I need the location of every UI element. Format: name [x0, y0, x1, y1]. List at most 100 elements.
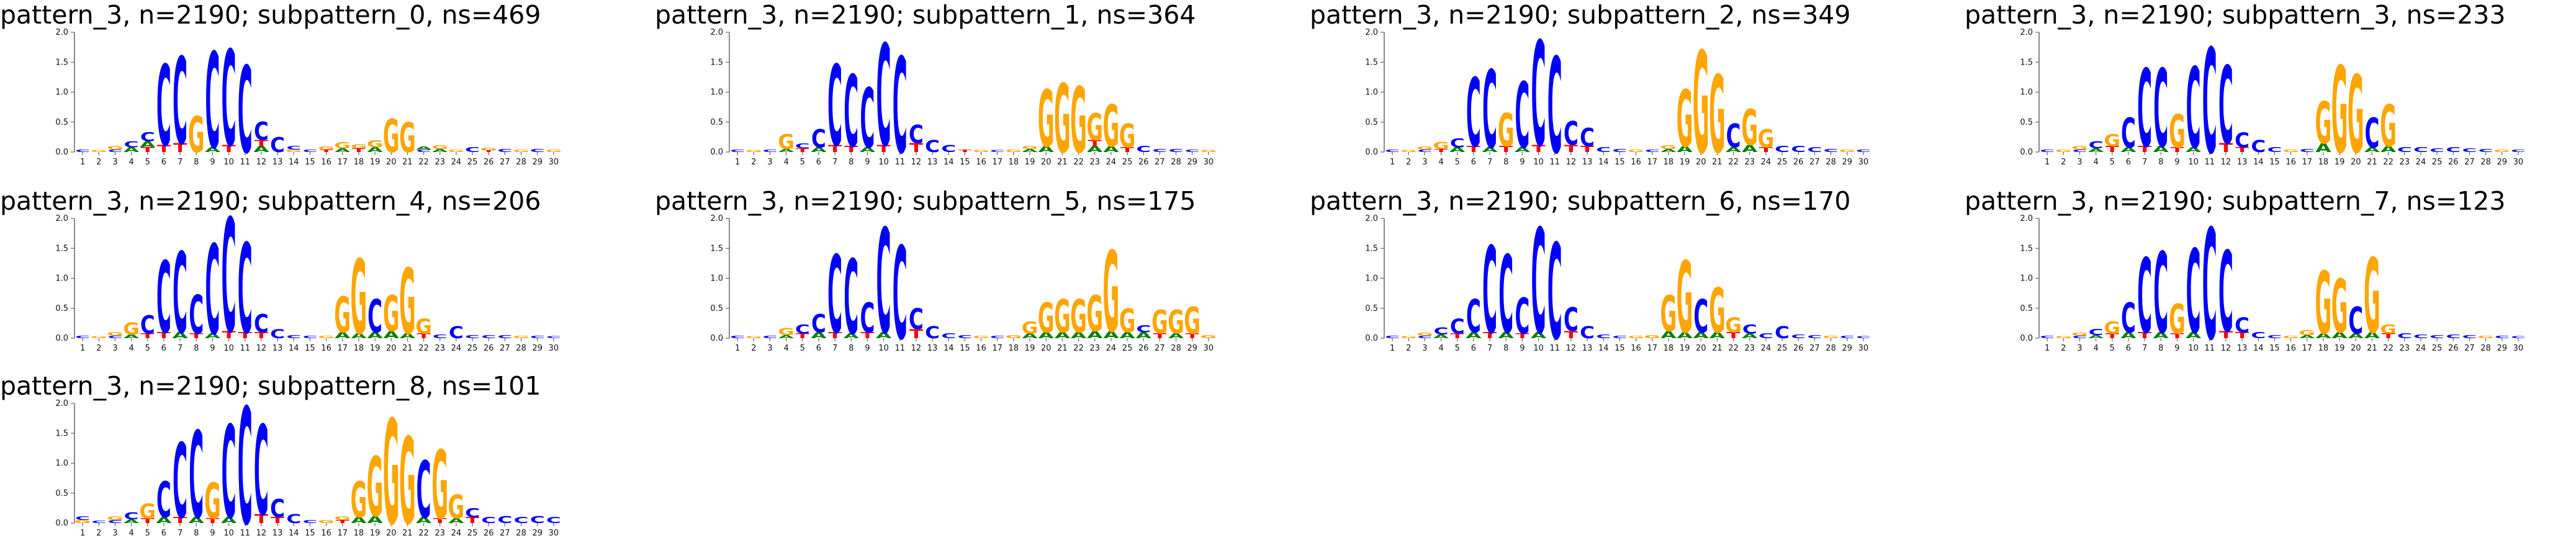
x-tick-label: 9 [2174, 344, 2179, 353]
logo-letter-C: C [1856, 149, 1871, 153]
logo-letter-C: C [530, 335, 545, 339]
x-tick-label: 10 [1533, 158, 1544, 167]
logo-letter-G: G [91, 150, 107, 153]
x-tick-label: 22 [418, 529, 429, 538]
x-tick-label: 21 [402, 158, 413, 167]
logo-letter-A: A [1433, 334, 1449, 339]
logo-letter-A: A [2348, 332, 2364, 339]
y-tick-label: 1.5 [55, 429, 68, 438]
x-tick-label: 20 [1041, 344, 1052, 353]
x-tick-label: 28 [1171, 344, 1181, 353]
x-tick-label: 13 [927, 158, 938, 167]
x-tick-label: 30 [1204, 158, 1214, 167]
logo-letter-C: C [1791, 334, 1806, 339]
logo-letter-T: T [2381, 332, 2395, 339]
x-tick-label: 13 [272, 344, 283, 353]
logo-letter-A: A [876, 331, 892, 340]
logo-letter-A: A [1449, 146, 1466, 153]
logo-panel: pattern_3, n=2190; subpattern_2, ns=349 0… [1310, 0, 1955, 185]
logo-letter-C: C [2137, 238, 2152, 357]
x-tick-label: 14 [943, 344, 954, 353]
logo-letter-C: C [1791, 145, 1806, 154]
logo-letter-C: C [811, 124, 826, 153]
logo-letter-G: G [2493, 149, 2510, 153]
logo-letter-G: G [334, 516, 351, 521]
x-tick-label: 5 [145, 158, 150, 167]
logo-letter-G: G [480, 147, 497, 151]
logo-letter-C: C [2040, 335, 2055, 339]
x-tick-label: 4 [783, 344, 788, 353]
logo-letter-A: A [1038, 331, 1055, 340]
logo-letter-G: G [1628, 335, 1644, 339]
x-tick-label: 29 [1187, 344, 1197, 353]
logo-letter-T: T [433, 517, 448, 524]
logo-letter-C: C [286, 334, 301, 339]
logo-letter-G: G [448, 488, 465, 526]
logo-panel: pattern_3, n=2190; subpattern_4, ns=206 0… [0, 186, 646, 369]
y-tick-label: 2.0 [710, 28, 723, 37]
logo-panel: pattern_3, n=2190; subpattern_6, ns=170 0… [1310, 186, 1955, 369]
x-tick-label: 3 [767, 344, 772, 353]
x-tick-label: 14 [943, 158, 954, 167]
logo-letter-G: G [2477, 335, 2494, 339]
x-tick-label: 24 [1106, 344, 1117, 353]
x-tick-label: 25 [1777, 158, 1788, 167]
logo-letter-A: A [2315, 141, 2331, 155]
x-tick-label: 25 [2432, 344, 2443, 353]
x-tick-label: 6 [1471, 158, 1476, 167]
x-tick-label: 17 [992, 158, 1002, 167]
x-tick-label: 27 [2464, 158, 2475, 167]
logo-letter-C: C [173, 33, 187, 171]
x-tick-label: 22 [2383, 158, 2394, 167]
logo-letter-C: C [957, 334, 972, 339]
logo-letter-A: A [253, 145, 269, 154]
logo-letter-G: G [1054, 292, 1071, 344]
logo-letter-A: A [1466, 331, 1482, 340]
x-tick-label: 19 [1680, 158, 1690, 167]
logo-letter-C: C [762, 149, 777, 153]
x-tick-label: 19 [1680, 344, 1690, 353]
logo-panel: pattern_3, n=2190; subpattern_1, ns=364 0… [655, 0, 1300, 183]
x-tick-label: 1 [735, 344, 740, 353]
logo-letter-C: C [205, 26, 220, 179]
x-tick-label: 12 [2221, 158, 2231, 167]
x-tick-label: 25 [1122, 344, 1133, 353]
x-tick-label: 20 [2351, 344, 2361, 353]
logo-letter-C: C [124, 511, 139, 522]
logo-letter-G: G [2331, 42, 2348, 181]
logo-letter-A: A [124, 334, 140, 339]
logo-letter-C: C [2462, 334, 2477, 339]
x-tick-label: 24 [451, 158, 462, 167]
x-tick-label: 18 [1664, 344, 1674, 353]
x-tick-label: 13 [2237, 158, 2248, 167]
x-tick-label: 23 [435, 344, 445, 353]
x-tick-label: 21 [402, 344, 413, 353]
logo-letter-C: C [302, 149, 317, 153]
logo-letter-C: C [1612, 335, 1627, 339]
logo-letter-A: A [416, 146, 432, 151]
logo-letter-G: G [1839, 149, 1855, 153]
x-tick-label: 8 [849, 158, 853, 167]
y-tick-label: 1.5 [55, 58, 68, 67]
y-tick-label: 0.5 [710, 304, 723, 313]
logo-letter-C: C [2218, 45, 2233, 169]
logo-letter-C: C [1645, 149, 1660, 153]
y-tick-label: 0.5 [2020, 304, 2033, 313]
logo-letter-C: C [1482, 222, 1497, 361]
x-tick-label: 22 [2383, 344, 2394, 353]
x-tick-label: 12 [256, 529, 267, 538]
x-tick-label: 6 [816, 158, 821, 167]
logo-letter-C: C [893, 30, 907, 183]
x-tick-label: 5 [2110, 344, 2115, 353]
logo-letter-C: C [2430, 148, 2444, 153]
logo-letter-T: T [2170, 332, 2184, 339]
logo-letter-C: C [1596, 146, 1611, 153]
x-tick-label: 21 [402, 529, 413, 538]
x-tick-label: 23 [435, 158, 445, 167]
logo-letter-G: G [2331, 264, 2348, 350]
logo-letter-T: T [958, 149, 971, 153]
y-tick-label: 1.0 [55, 459, 68, 468]
logo-letter-G: G [431, 431, 448, 540]
y-tick-label: 0.5 [55, 118, 68, 127]
logo-letter-C: C [302, 335, 317, 339]
